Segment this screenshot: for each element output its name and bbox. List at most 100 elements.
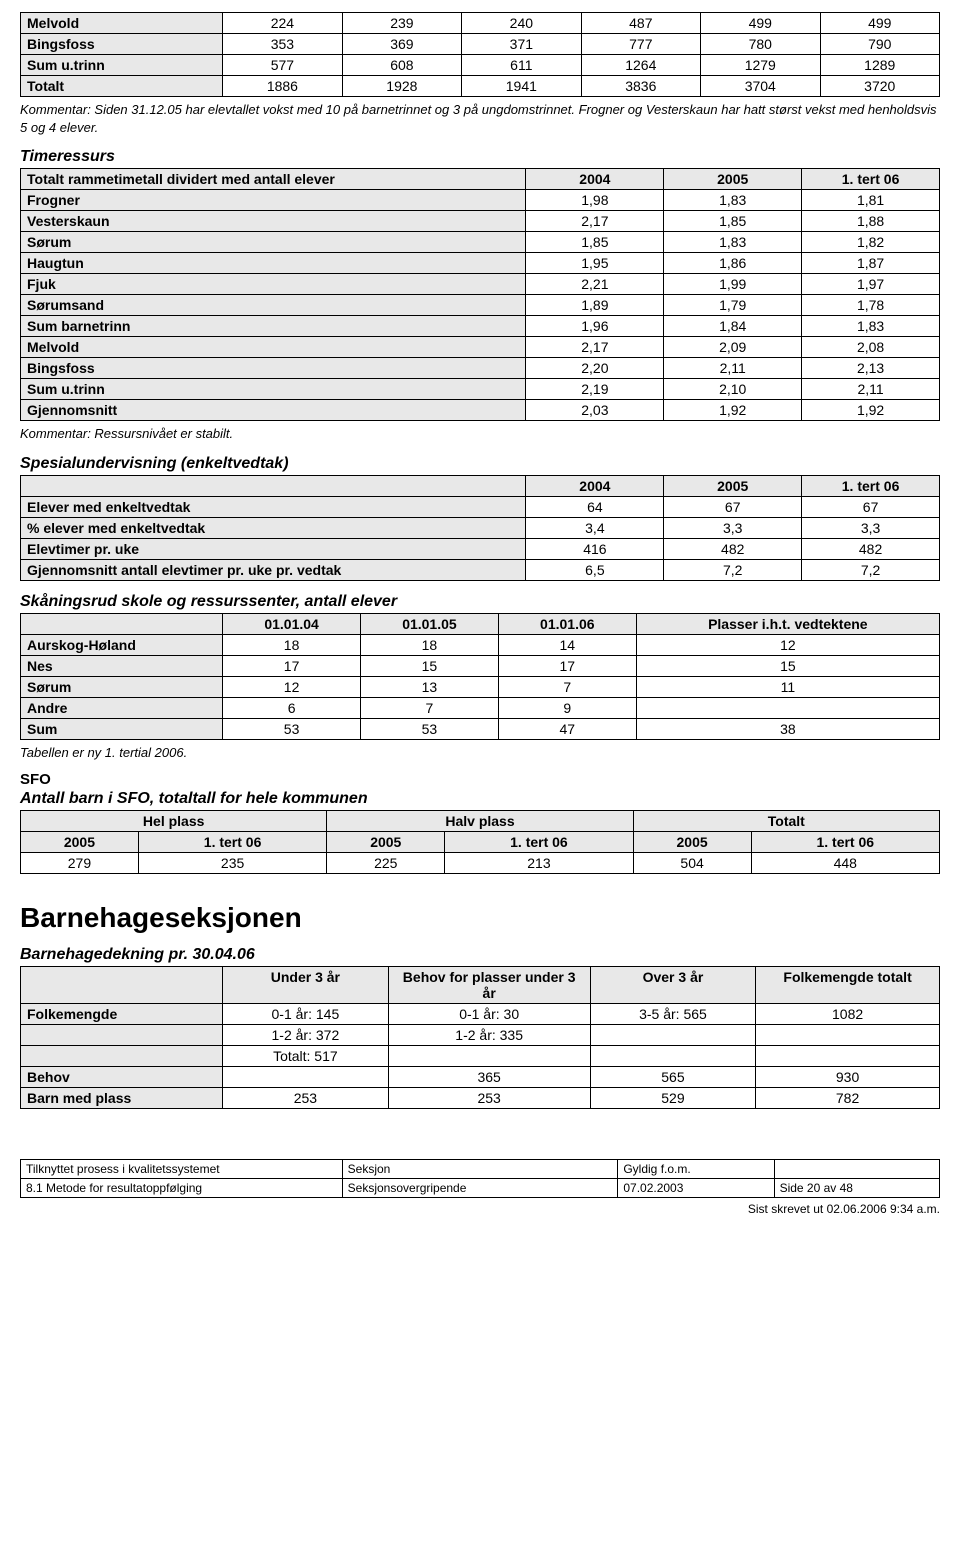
- cell: 487: [581, 13, 700, 34]
- table-row: Andre679: [21, 697, 940, 718]
- comment-skan: Tabellen er ny 1. tertial 2006.: [20, 744, 940, 762]
- cell: 1,92: [664, 400, 802, 421]
- cell: 7: [498, 676, 636, 697]
- cell: 2005: [664, 169, 802, 190]
- section-timeressurs-title: Timeressurs: [20, 148, 940, 166]
- cell: 1941: [462, 76, 581, 97]
- cell: Sum u.trinn: [21, 379, 526, 400]
- table-row: Sum barnetrinn1,961,841,83: [21, 316, 940, 337]
- table-row: Totalt: 517: [21, 1046, 940, 1067]
- cell: Nes: [21, 655, 223, 676]
- footer-timestamp: Sist skrevet ut 02.06.2006 9:34 a.m.: [20, 1202, 940, 1216]
- table-skan: 01.01.0401.01.0501.01.06Plasser i.h.t. v…: [20, 613, 940, 740]
- cell: 224: [223, 13, 342, 34]
- cell: 3,3: [802, 517, 940, 538]
- cell: 15: [361, 655, 499, 676]
- cell: 17: [498, 655, 636, 676]
- cell: Frogner: [21, 190, 526, 211]
- cell: Sum u.trinn: [21, 55, 223, 76]
- cell: Behov for plasser under 3 år: [388, 967, 590, 1004]
- cell: Halv plass: [327, 811, 633, 832]
- table-row: Totalt188619281941383637043720: [21, 76, 940, 97]
- section-skan-title: Skåningsrud skole og ressurssenter, anta…: [20, 593, 940, 611]
- cell: 1279: [701, 55, 820, 76]
- cell: 253: [388, 1088, 590, 1109]
- comment-elevtall: Kommentar: Siden 31.12.05 har elevtallet…: [20, 101, 940, 136]
- table-row: Haugtun1,951,861,87: [21, 253, 940, 274]
- cell: 777: [581, 34, 700, 55]
- cell: 3836: [581, 76, 700, 97]
- cell: Behov: [21, 1067, 223, 1088]
- cell: 01.01.04: [223, 613, 361, 634]
- cell: 7,2: [664, 559, 802, 580]
- cell: 01.01.06: [498, 613, 636, 634]
- cell: 64: [526, 496, 664, 517]
- cell: Folkemengde totalt: [756, 967, 940, 1004]
- cell: Tilknyttet prosess i kvalitetssystemet: [21, 1160, 343, 1179]
- table-timeressurs: Totalt rammetimetall dividert med antall…: [20, 168, 940, 421]
- cell: 15: [636, 655, 939, 676]
- cell: 3,3: [664, 517, 802, 538]
- cell: Plasser i.h.t. vedtektene: [636, 613, 939, 634]
- cell: 1. tert 06: [802, 169, 940, 190]
- cell: 1886: [223, 76, 342, 97]
- cell: 782: [756, 1088, 940, 1109]
- cell: 504: [633, 853, 751, 874]
- cell: Andre: [21, 697, 223, 718]
- sfo-heading: SFO: [20, 771, 940, 788]
- table-row: Sum u.trinn577608611126412791289: [21, 55, 940, 76]
- table-row: Sum u.trinn2,192,102,11: [21, 379, 940, 400]
- cell: Sørumsand: [21, 295, 526, 316]
- cell: [388, 1046, 590, 1067]
- cell: 499: [820, 13, 939, 34]
- cell: 529: [590, 1088, 755, 1109]
- cell: 6,5: [526, 559, 664, 580]
- cell: 930: [756, 1067, 940, 1088]
- cell: 482: [802, 538, 940, 559]
- cell: 1,84: [664, 316, 802, 337]
- cell: 1,97: [802, 274, 940, 295]
- cell: 38: [636, 718, 939, 739]
- cell: 2,09: [664, 337, 802, 358]
- cell: [21, 967, 223, 1004]
- cell: 1,85: [526, 232, 664, 253]
- cell: 2005: [664, 475, 802, 496]
- cell: Totalt: [633, 811, 939, 832]
- cell: Melvold: [21, 337, 526, 358]
- cell: 1,83: [664, 232, 802, 253]
- cell: 608: [342, 55, 461, 76]
- cell: 17: [223, 655, 361, 676]
- table-row: Gjennomsnitt antall elevtimer pr. uke pr…: [21, 559, 940, 580]
- cell: 2,08: [802, 337, 940, 358]
- cell: [756, 1025, 940, 1046]
- cell: 13: [361, 676, 499, 697]
- table-row: Bingsfoss2,202,112,13: [21, 358, 940, 379]
- cell: Totalt: [21, 76, 223, 97]
- cell: 2,10: [664, 379, 802, 400]
- cell: 53: [223, 718, 361, 739]
- table-row: Folkemengde0-1 år: 1450-1 år: 303-5 år: …: [21, 1004, 940, 1025]
- h1-barnehage: Barnehageseksjonen: [20, 902, 940, 934]
- table-row: Elevtimer pr. uke416482482: [21, 538, 940, 559]
- cell: Sum barnetrinn: [21, 316, 526, 337]
- cell: 1928: [342, 76, 461, 97]
- cell: [774, 1160, 939, 1179]
- table-row: Sørumsand1,891,791,78: [21, 295, 940, 316]
- cell: 482: [664, 538, 802, 559]
- cell: 1,99: [664, 274, 802, 295]
- cell: 12: [636, 634, 939, 655]
- table-row: Sørum1213711: [21, 676, 940, 697]
- cell: 53: [361, 718, 499, 739]
- cell: 1,96: [526, 316, 664, 337]
- cell: Haugtun: [21, 253, 526, 274]
- cell: 577: [223, 55, 342, 76]
- cell: Melvold: [21, 13, 223, 34]
- cell: 2,03: [526, 400, 664, 421]
- cell: Totalt rammetimetall dividert med antall…: [21, 169, 526, 190]
- cell: 1,87: [802, 253, 940, 274]
- cell: 790: [820, 34, 939, 55]
- cell: 9: [498, 697, 636, 718]
- cell: 8.1 Metode for resultatoppfølging: [21, 1179, 343, 1198]
- footer: Tilknyttet prosess i kvalitetssystemetSe…: [20, 1159, 940, 1216]
- cell: 1,85: [664, 211, 802, 232]
